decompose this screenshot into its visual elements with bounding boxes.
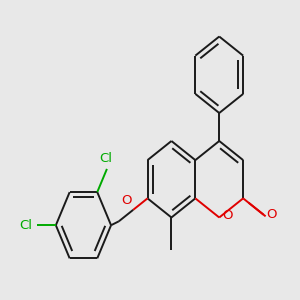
Text: Cl: Cl — [19, 219, 32, 232]
Text: Cl: Cl — [99, 152, 112, 165]
Text: O: O — [121, 194, 132, 207]
Text: O: O — [266, 208, 277, 221]
Text: O: O — [222, 209, 233, 223]
